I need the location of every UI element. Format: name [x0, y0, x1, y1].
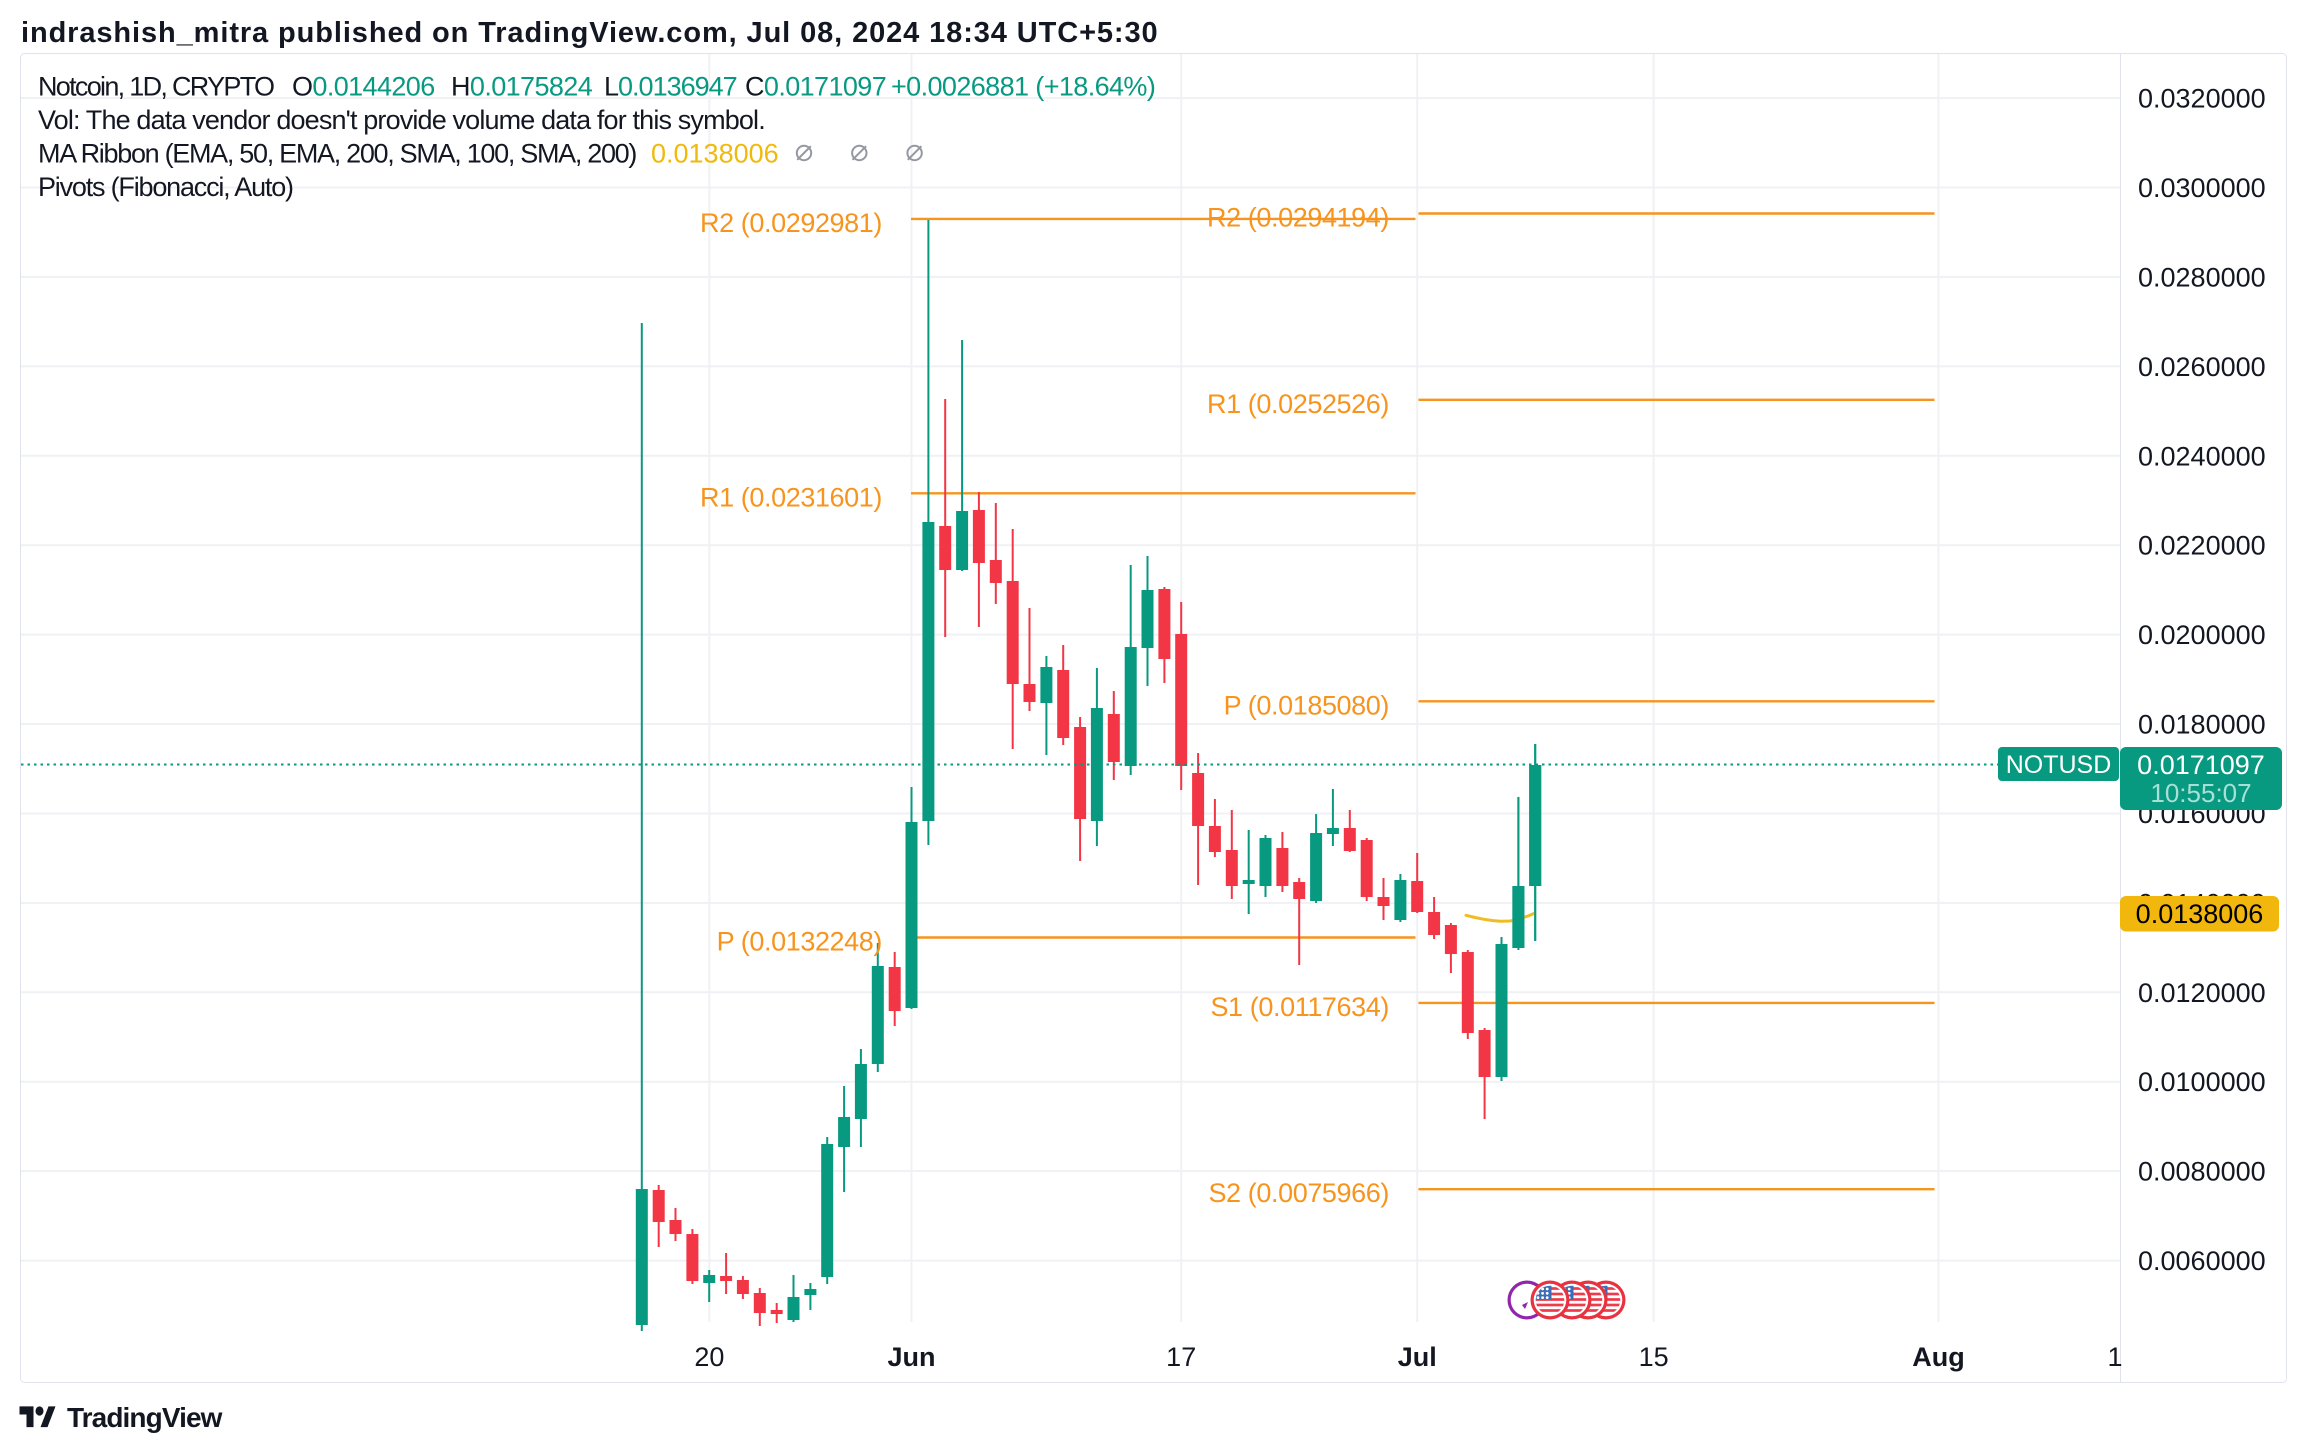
svg-text:Vol: The data vendor doesn't p: Vol: The data vendor doesn't provide vol… — [38, 105, 765, 135]
svg-text:20: 20 — [694, 1342, 724, 1372]
svg-text:1: 1 — [2107, 1342, 2122, 1372]
svg-text:Jun: Jun — [887, 1342, 935, 1372]
svg-text:15: 15 — [1639, 1342, 1669, 1372]
svg-text:0.0300000: 0.0300000 — [2138, 173, 2266, 203]
svg-text:Pivots (Fibonacci, Auto): Pivots (Fibonacci, Auto) — [38, 172, 293, 202]
svg-text:0.0280000: 0.0280000 — [2138, 262, 2266, 292]
svg-text:R2 (0.0292981): R2 (0.0292981) — [700, 208, 882, 238]
svg-text:0.0120000: 0.0120000 — [2138, 978, 2266, 1008]
svg-text:P (0.0185080): P (0.0185080) — [1224, 690, 1389, 720]
svg-text:0.0260000: 0.0260000 — [2138, 352, 2266, 382]
svg-text:TradingView: TradingView — [67, 1402, 223, 1433]
svg-text:0.0138006: 0.0138006 — [2136, 899, 2264, 929]
svg-text:0.0180000: 0.0180000 — [2138, 710, 2266, 740]
svg-text:S2 (0.0075966): S2 (0.0075966) — [1208, 1178, 1389, 1208]
svg-text:P (0.0132248): P (0.0132248) — [717, 927, 882, 957]
svg-text:+0.0026881 (+18.64%): +0.0026881 (+18.64%) — [891, 72, 1155, 102]
svg-text:indrashish_mitra published on: indrashish_mitra published on TradingVie… — [21, 17, 1159, 49]
svg-text:R2 (0.0294194): R2 (0.0294194) — [1207, 203, 1389, 233]
svg-text:H0.0175824: H0.0175824 — [451, 72, 593, 102]
svg-text:NOTUSD: NOTUSD — [2006, 751, 2112, 779]
svg-text:0.0060000: 0.0060000 — [2138, 1246, 2266, 1276]
svg-text:0.0100000: 0.0100000 — [2138, 1067, 2266, 1097]
svg-text:0.0138006: 0.0138006 — [651, 139, 779, 169]
svg-text:Notcoin, 1D, CRYPTO: Notcoin, 1D, CRYPTO — [38, 72, 274, 102]
svg-text:0.0171097: 0.0171097 — [2137, 750, 2265, 780]
svg-text:0.0320000: 0.0320000 — [2138, 84, 2266, 114]
svg-text:MA Ribbon (EMA, 50, EMA, 200,: MA Ribbon (EMA, 50, EMA, 200, SMA, 100, … — [38, 139, 636, 169]
svg-text:L0.0136947: L0.0136947 — [604, 72, 737, 102]
svg-text:O0.0144206: O0.0144206 — [292, 72, 435, 102]
svg-text:C0.0171097: C0.0171097 — [745, 72, 886, 102]
svg-text:0.0220000: 0.0220000 — [2138, 531, 2266, 561]
svg-text:Jul: Jul — [1398, 1342, 1437, 1372]
svg-text:0.0240000: 0.0240000 — [2138, 441, 2266, 471]
svg-text:10:55:07: 10:55:07 — [2150, 778, 2251, 808]
svg-text:0.0200000: 0.0200000 — [2138, 620, 2266, 650]
svg-text:S1 (0.0117634): S1 (0.0117634) — [1210, 992, 1389, 1022]
svg-text:Aug: Aug — [1912, 1342, 1964, 1372]
svg-text:0.0080000: 0.0080000 — [2138, 1157, 2266, 1187]
svg-text:R1 (0.0252526): R1 (0.0252526) — [1207, 389, 1389, 419]
svg-text:R1 (0.0231601): R1 (0.0231601) — [700, 482, 882, 512]
svg-text:17: 17 — [1166, 1342, 1196, 1372]
